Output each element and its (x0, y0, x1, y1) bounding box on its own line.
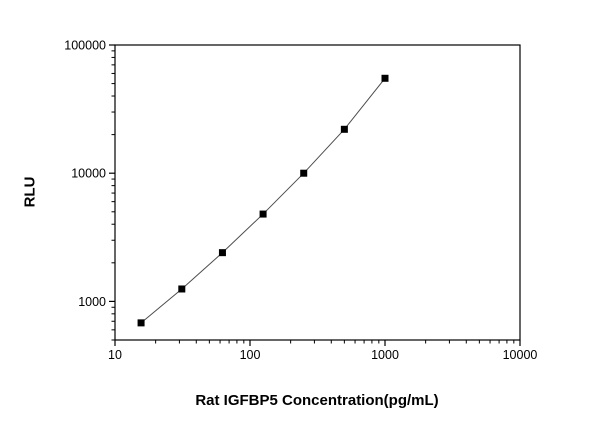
x-tick-label: 10 (108, 348, 122, 362)
data-point-marker (300, 169, 308, 177)
plot-frame (114, 44, 521, 341)
data-point-marker (178, 285, 186, 293)
x-tick-label: 100 (240, 348, 261, 362)
data-point-marker (381, 74, 389, 82)
x-tick-label: 1000 (371, 348, 399, 362)
data-point-marker (259, 210, 267, 218)
x-axis-title: Rat IGFBP5 Concentration(pg/mL) (195, 392, 439, 409)
data-point-marker (137, 319, 145, 327)
y-tick-label: 1000 (78, 295, 106, 309)
data-point-marker (340, 125, 348, 133)
x-tick-label: 10000 (503, 348, 538, 362)
y-tick-label: 100000 (64, 39, 106, 53)
data-line (140, 77, 386, 324)
data-point-marker (218, 249, 226, 257)
y-tick-label: 10000 (71, 167, 106, 181)
